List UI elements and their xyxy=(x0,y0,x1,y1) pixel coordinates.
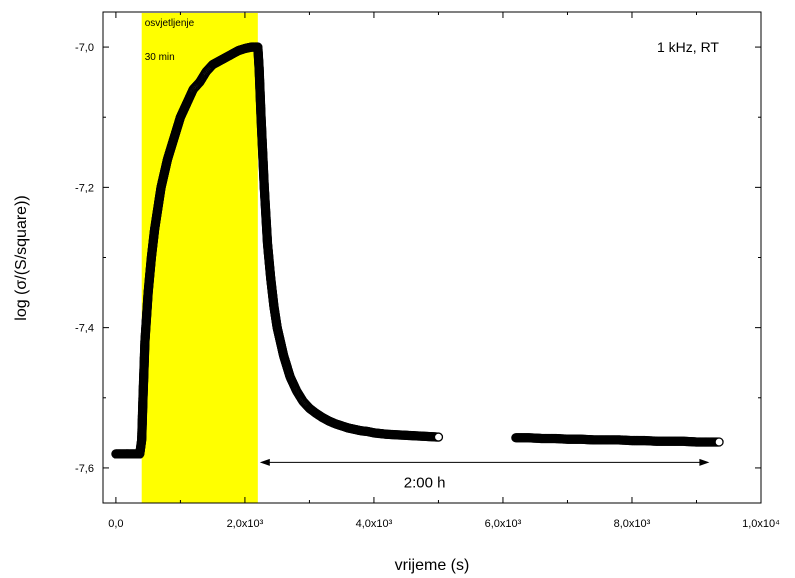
y-tick-label: -7,6 xyxy=(75,463,94,475)
y-tick-label: -7,0 xyxy=(75,42,94,54)
axis-ticks: 0,0 2,0x10³ 4,0x10³ 6,0x10³ 8,0x10³ 1,0x10⁴ -7… xyxy=(75,12,780,530)
x-tick-label: 8,0x10³ xyxy=(614,518,651,530)
highlight-band xyxy=(141,13,258,503)
highlight-label-line2: 30 min xyxy=(145,52,175,63)
duration-label: 2:00 h xyxy=(404,474,446,491)
y-tick-label: -7,4 xyxy=(75,323,94,335)
y-tick-label: -7,2 xyxy=(75,182,94,194)
x-tick-label: 1,0x10⁴ xyxy=(742,518,780,530)
x-tick-label: 0,0 xyxy=(108,518,123,530)
x-tick-label: 4,0x10³ xyxy=(356,518,393,530)
data-points xyxy=(111,42,724,459)
y-axis-title: log (σ/(S/square)) xyxy=(13,195,30,320)
data-point xyxy=(433,432,444,442)
x-axis-title: vrijeme (s) xyxy=(395,557,470,574)
duration-arrow-head-left xyxy=(259,458,270,466)
highlight-label-line1: osvjetljenje xyxy=(145,18,195,29)
x-tick-label: 2,0x10³ xyxy=(227,518,264,530)
x-tick-label: 6,0x10³ xyxy=(485,518,522,530)
duration-arrow-head-right xyxy=(699,458,710,466)
condition-label: 1 kHz, RT xyxy=(657,39,719,55)
data-point xyxy=(714,437,724,447)
